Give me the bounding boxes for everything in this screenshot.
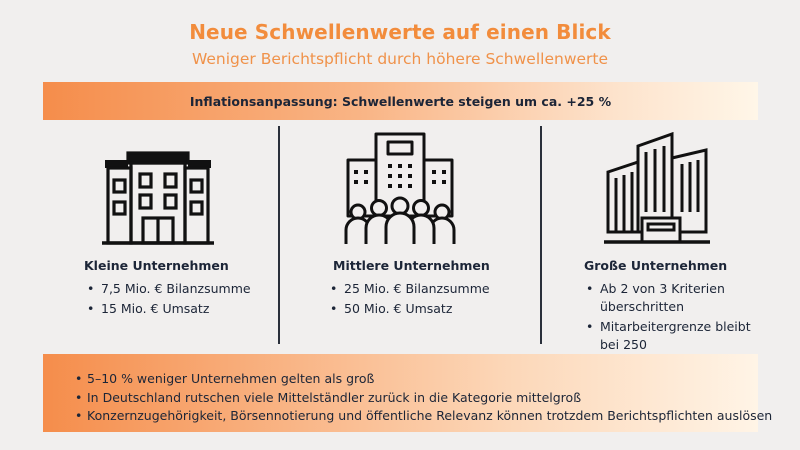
inflation-banner: Inflationsanpassung: Schwellenwerte stei…: [43, 82, 758, 120]
page-subtitle: Weniger Berichtspflicht durch höhere Sch…: [191, 50, 609, 68]
column-divider: [278, 126, 280, 344]
bullet-list: 7,5 Mio. € Bilanzsumme 15 Mio. € Umsatz: [87, 280, 267, 320]
bullet-list: Ab 2 von 3 Kriterien überschritten Mitar…: [586, 280, 761, 356]
column-title: Kleine Unternehmen: [84, 258, 229, 273]
column-title: Mittlere Unternehmen: [333, 258, 490, 273]
list-item: 7,5 Mio. € Bilanzsumme: [87, 280, 267, 298]
column-divider: [540, 126, 542, 344]
list-item: Ab 2 von 3 Kriterien überschritten: [586, 280, 761, 316]
page-title: Neue Schwellenwerte auf einen Blick: [189, 20, 611, 44]
list-item: 5–10 % weniger Unternehmen gelten als gr…: [75, 370, 772, 389]
list-item: 50 Mio. € Umsatz: [330, 300, 520, 318]
notes-box: 5–10 % weniger Unternehmen gelten als gr…: [43, 354, 772, 432]
building-icon: [102, 151, 214, 245]
list-item: 15 Mio. € Umsatz: [87, 300, 267, 318]
list-item: In Deutschland rutschen viele Mittelstän…: [75, 389, 772, 408]
notes-list: 5–10 % weniger Unternehmen gelten als gr…: [75, 370, 772, 426]
column-title: Große Unternehmen: [584, 258, 728, 273]
banner-text: Inflationsanpassung: Schwellenwerte stei…: [189, 93, 612, 109]
bullet-list: 25 Mio. € Bilanzsumme 50 Mio. € Umsatz: [330, 280, 520, 320]
list-item: Konzernzugehörigkeit, Börsennotierung un…: [75, 407, 772, 426]
list-item: 25 Mio. € Bilanzsumme: [330, 280, 520, 298]
skyscrapers-icon: [604, 132, 710, 244]
list-item: Mitarbeitergrenze bleibt bei 250: [586, 318, 761, 354]
office-tower-people-icon: [344, 132, 456, 244]
